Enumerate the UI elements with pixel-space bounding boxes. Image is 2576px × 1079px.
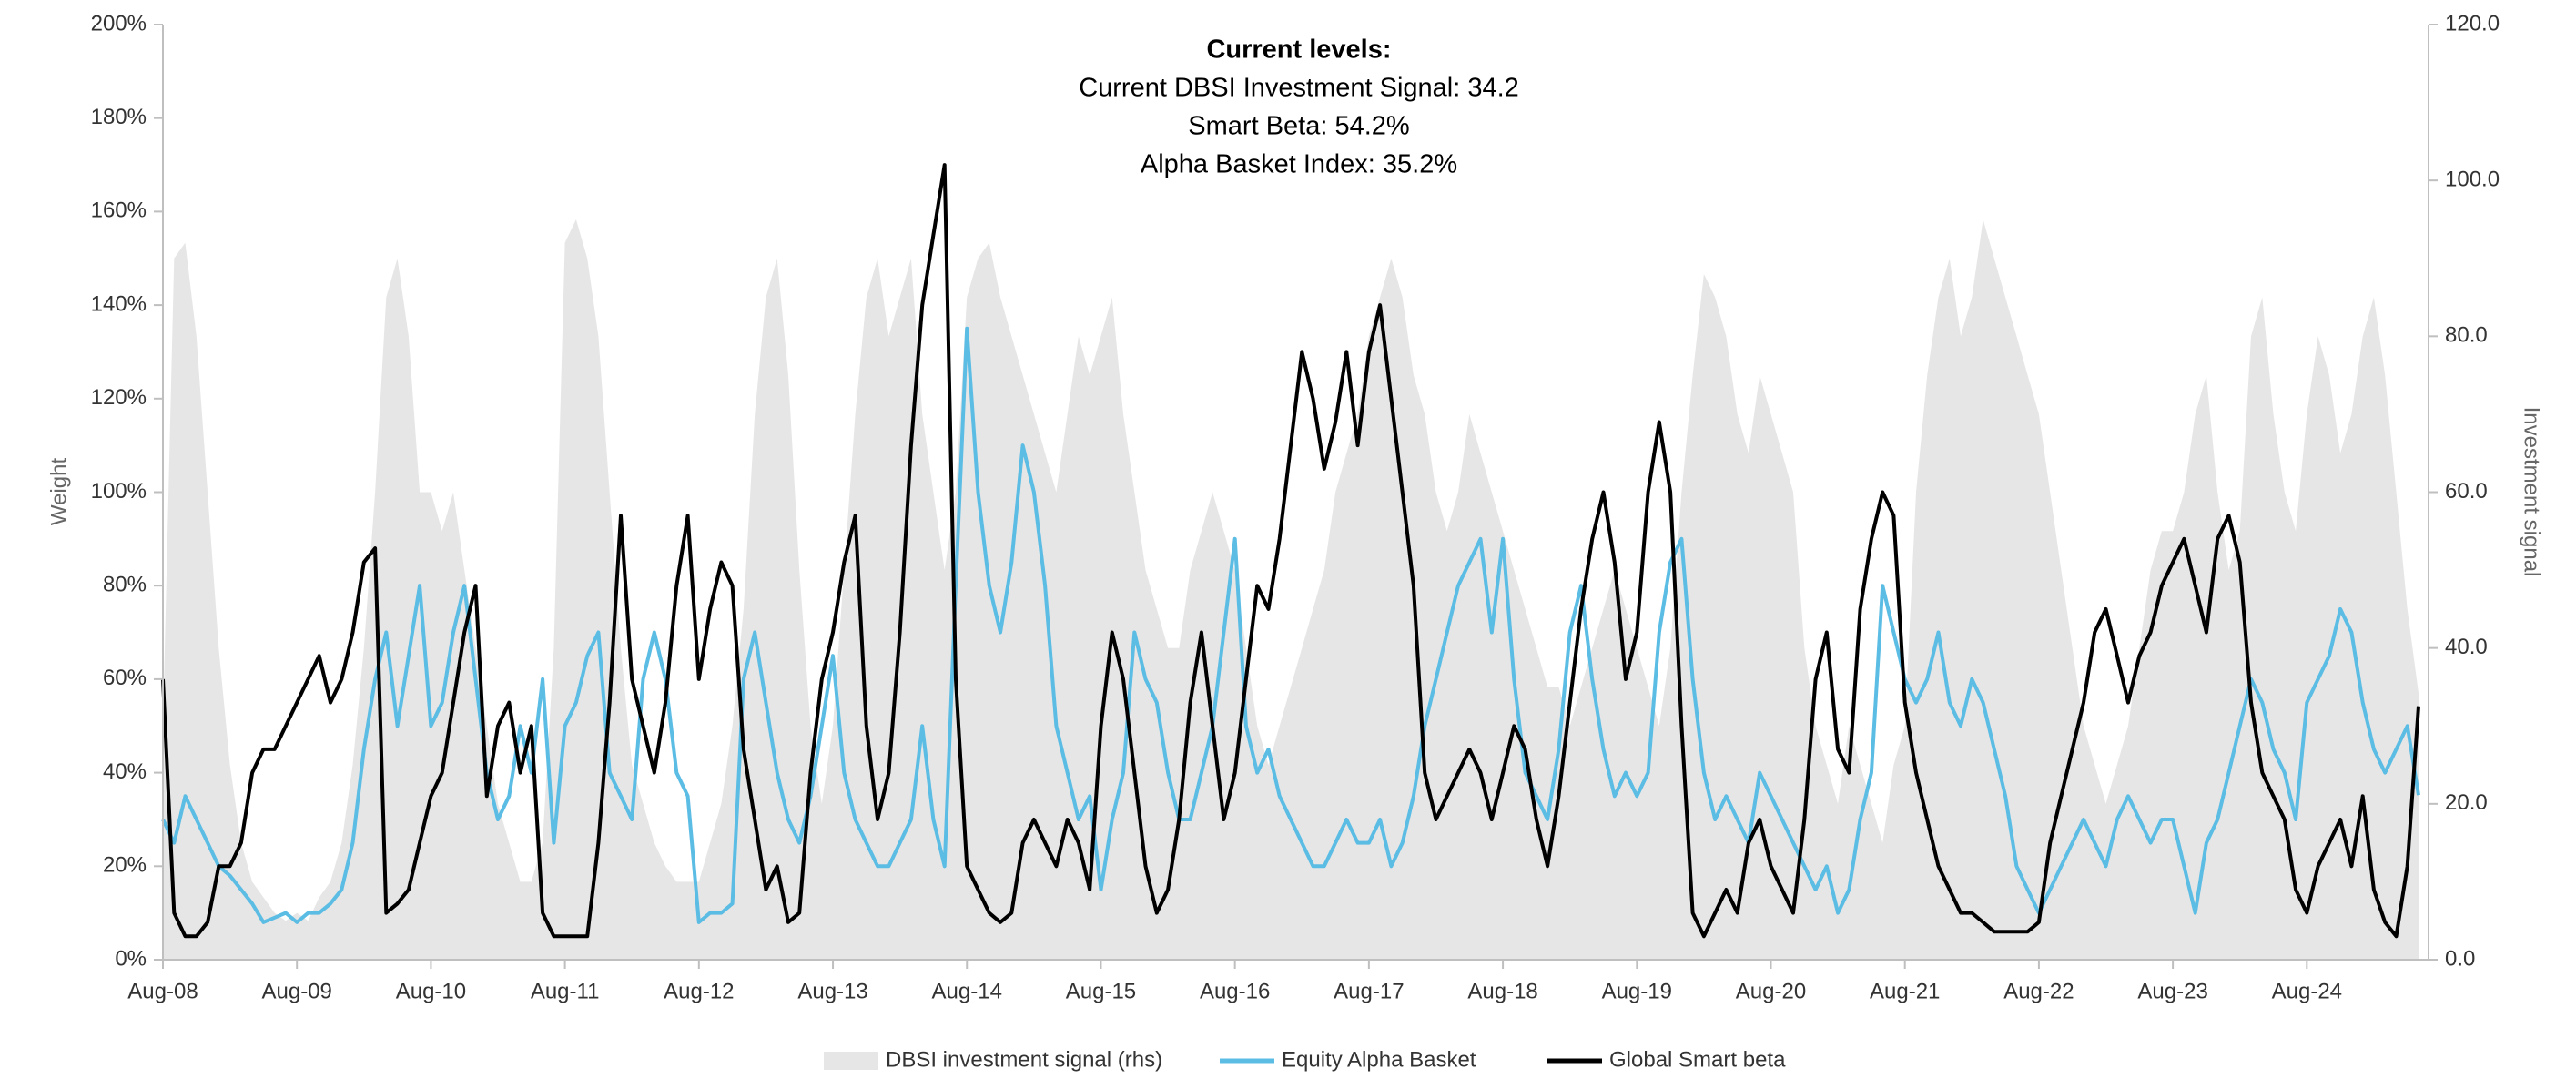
y-tick-label: 160% bbox=[91, 198, 147, 223]
x-tick-label: Aug-24 bbox=[2272, 979, 2342, 1003]
x-tick-label: Aug-11 bbox=[531, 979, 600, 1003]
y2-tick-label: 80.0 bbox=[2445, 323, 2488, 348]
area bbox=[163, 219, 2419, 960]
legend-swatch bbox=[824, 1052, 878, 1070]
annotation: Smart Beta: 54.2% bbox=[1188, 112, 1409, 141]
y-tick-label: 180% bbox=[91, 105, 147, 129]
y-tick-label: 40% bbox=[103, 759, 147, 784]
legend-label: Global Smart beta bbox=[1609, 1047, 1786, 1072]
y-tick-label: 60% bbox=[103, 666, 147, 690]
line bbox=[161, 163, 2420, 939]
legend-label: DBSI investment signal (rhs) bbox=[886, 1047, 1162, 1072]
x-tick-label: Aug-22 bbox=[2003, 979, 2074, 1003]
y-tick-label: 140% bbox=[91, 291, 147, 316]
x-tick-label: Aug-09 bbox=[262, 979, 332, 1003]
x-tick-label: Aug-16 bbox=[1200, 979, 1270, 1003]
x-tick-label: Aug-23 bbox=[2137, 979, 2207, 1003]
y-axis-label: Weight bbox=[46, 458, 71, 526]
x-tick-label: Aug-10 bbox=[396, 979, 466, 1003]
y2-tick-label: 0.0 bbox=[2445, 946, 2475, 971]
y2-tick-label: 120.0 bbox=[2445, 11, 2500, 36]
annotation: Alpha Basket Index: 35.2% bbox=[1141, 150, 1457, 179]
x-tick-label: Aug-21 bbox=[1870, 979, 1940, 1003]
y-tick-label: 0% bbox=[115, 946, 147, 971]
y2-tick-label: 100.0 bbox=[2445, 168, 2500, 192]
x-tick-label: Aug-12 bbox=[664, 979, 734, 1003]
x-tick-label: Aug-20 bbox=[1736, 979, 1806, 1003]
y2-axis-label: Investment signal bbox=[2520, 407, 2544, 577]
y2-tick-label: 40.0 bbox=[2445, 635, 2488, 659]
x-tick-label: Aug-18 bbox=[1467, 979, 1537, 1003]
y-tick-label: 120% bbox=[91, 385, 147, 410]
y-tick-label: 200% bbox=[91, 11, 147, 36]
plot-area bbox=[161, 163, 2420, 960]
y-tick-label: 100% bbox=[91, 479, 147, 504]
y2-tick-label: 20.0 bbox=[2445, 790, 2488, 815]
x-tick-label: Aug-19 bbox=[1602, 979, 1672, 1003]
y-tick-label: 20% bbox=[103, 853, 147, 878]
x-tick-label: Aug-17 bbox=[1334, 979, 1404, 1003]
y2-tick-label: 60.0 bbox=[2445, 479, 2488, 504]
legend-label: Equity Alpha Basket bbox=[1282, 1047, 1476, 1072]
x-tick-label: Aug-08 bbox=[127, 979, 198, 1003]
annotation: Current DBSI Investment Signal: 34.2 bbox=[1079, 74, 1519, 103]
chart-title: Current levels: bbox=[1206, 36, 1391, 65]
x-tick-label: Aug-14 bbox=[932, 979, 1002, 1003]
x-tick-label: Aug-15 bbox=[1066, 979, 1136, 1003]
x-tick-label: Aug-13 bbox=[797, 979, 867, 1003]
y-tick-label: 80% bbox=[103, 573, 147, 597]
